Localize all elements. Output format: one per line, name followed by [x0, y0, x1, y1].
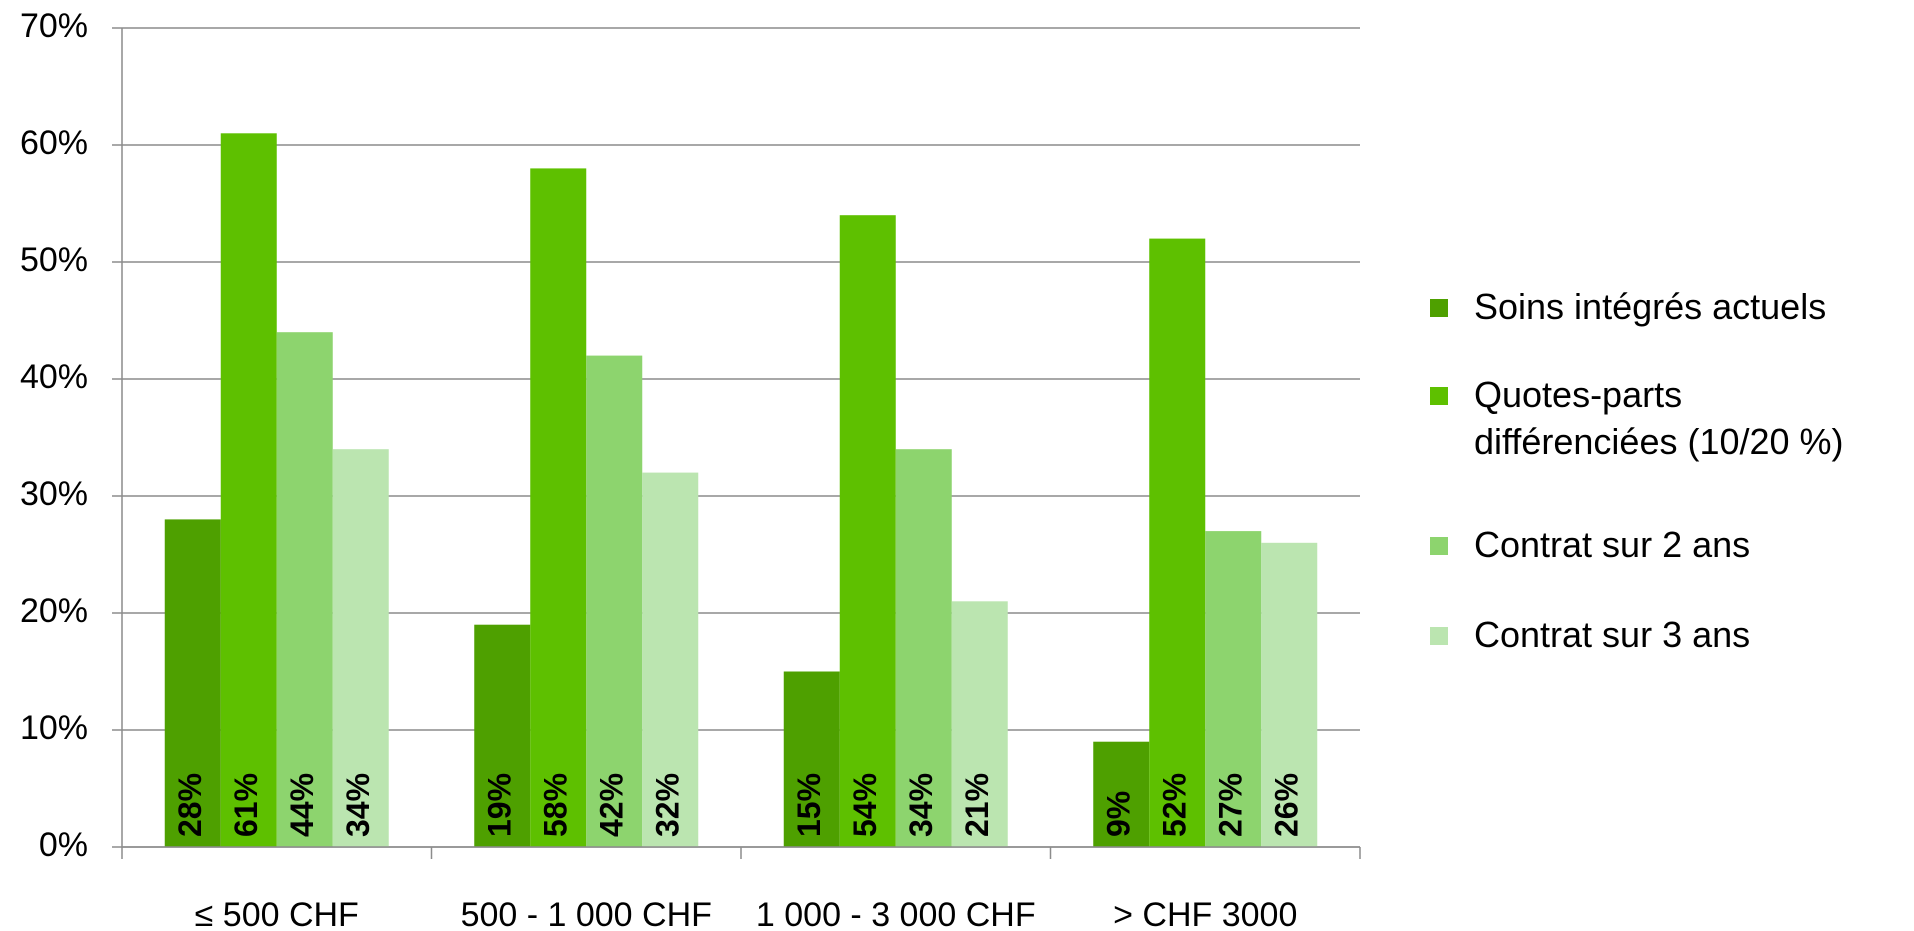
- value-label: 28%: [172, 773, 208, 837]
- x-tick-label: ≤ 500 CHF: [195, 896, 359, 931]
- value-label: 54%: [847, 773, 883, 837]
- bar: [1261, 542, 1318, 847]
- legend-swatch: [1430, 387, 1448, 405]
- value-label: 61%: [228, 773, 264, 837]
- value-label: 42%: [594, 773, 630, 837]
- y-tick-label: 10%: [20, 709, 88, 747]
- bar: [164, 519, 221, 847]
- bar: [474, 624, 531, 847]
- x-tick-label: 500 - 1 000 CHF: [461, 896, 712, 931]
- y-tick-label: 20%: [20, 592, 88, 630]
- bar: [1093, 741, 1150, 847]
- legend-label: Contrat sur 2 ans: [1474, 524, 1751, 565]
- legend-swatch: [1430, 299, 1448, 317]
- bar: [220, 133, 277, 848]
- value-label: 19%: [482, 773, 518, 837]
- value-label: 9%: [1101, 791, 1137, 837]
- bar: [586, 355, 643, 847]
- value-label: 27%: [1213, 773, 1249, 837]
- y-tick-label: 40%: [20, 358, 88, 396]
- y-tick-label: 60%: [20, 124, 88, 162]
- legend-label: Soins intégrés actuels: [1474, 286, 1827, 327]
- bar: [839, 215, 896, 847]
- y-tick-label: 0%: [39, 826, 88, 864]
- value-label: 34%: [340, 773, 376, 837]
- bar: [1149, 238, 1206, 848]
- y-tick-label: 30%: [20, 475, 88, 513]
- value-label: 44%: [284, 773, 320, 837]
- bar: [276, 332, 333, 847]
- bar: [951, 601, 1008, 847]
- legend-swatch: [1430, 537, 1448, 555]
- value-label: 52%: [1157, 773, 1193, 837]
- value-label: 34%: [903, 773, 939, 837]
- bar: [642, 472, 699, 847]
- value-label: 26%: [1269, 773, 1305, 837]
- x-tick-label: > CHF 3000: [1113, 896, 1297, 931]
- legend-label: Quotes-parts différenciées (10/20 %): [1474, 374, 1844, 462]
- bar: [530, 168, 587, 847]
- bar: [895, 449, 952, 847]
- bar: [332, 449, 389, 847]
- y-tick-label: 70%: [20, 7, 88, 45]
- legend-label: Contrat sur 3 ans: [1474, 614, 1751, 655]
- x-tick-label: 1 000 - 3 000 CHF: [756, 896, 1036, 931]
- value-label: 58%: [538, 773, 574, 837]
- bar: [783, 671, 840, 847]
- value-label: 15%: [791, 773, 827, 837]
- bar: [1205, 531, 1262, 847]
- value-label: 21%: [959, 773, 995, 837]
- y-tick-label: 50%: [20, 241, 88, 279]
- legend-swatch: [1430, 627, 1448, 645]
- value-label: 32%: [650, 773, 686, 837]
